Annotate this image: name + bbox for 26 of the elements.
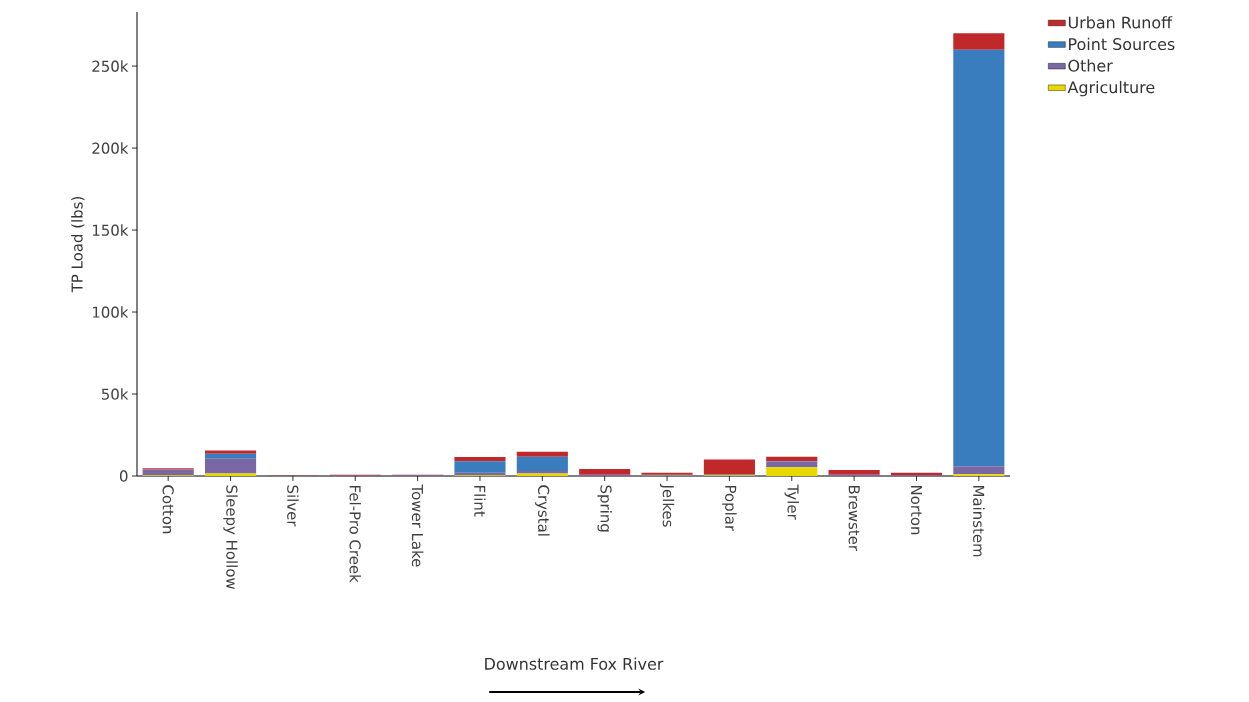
x-tick-label: Sleepy Hollow: [223, 485, 238, 590]
y-axis-title: TP Load (lbs): [71, 196, 85, 293]
x-tick-label: Tower Lake: [411, 484, 424, 567]
y-tick-label: 50k: [101, 388, 129, 400]
x-axis-title: Downstream Fox River: [485, 657, 664, 670]
legend-label: Other: [1068, 59, 1113, 72]
legend-label: Agriculture: [1067, 80, 1155, 97]
y-tick-label: 150k: [92, 224, 129, 236]
y-tick-label: 250k: [92, 60, 129, 72]
x-tick-label: Fel-Pro Creek: [349, 485, 362, 583]
y-tick-label: 100k: [92, 306, 129, 318]
x-tick-label: Crystal: [535, 485, 550, 536]
y-tick-label: 200k: [92, 142, 129, 154]
x-tick-label: Jelkes: [659, 483, 675, 527]
x-tick-label: Cotton: [162, 485, 174, 534]
legend-label: Urban Runoff: [1068, 16, 1173, 29]
x-tick-label: Mainstem: [973, 485, 985, 557]
x-tick-label: Norton: [910, 485, 923, 535]
x-tick-label: Tyler: [784, 484, 799, 520]
x-tick-label: Spring: [597, 485, 612, 532]
x-tick-label: Brewster: [848, 485, 860, 551]
y-tick-label: 0: [119, 470, 128, 482]
x-tick-label: Flint: [474, 485, 486, 517]
x-tick-label: Poplar: [722, 485, 737, 532]
x-tick-label: Silver: [287, 485, 299, 527]
legend-label: Point Sources: [1069, 37, 1175, 51]
